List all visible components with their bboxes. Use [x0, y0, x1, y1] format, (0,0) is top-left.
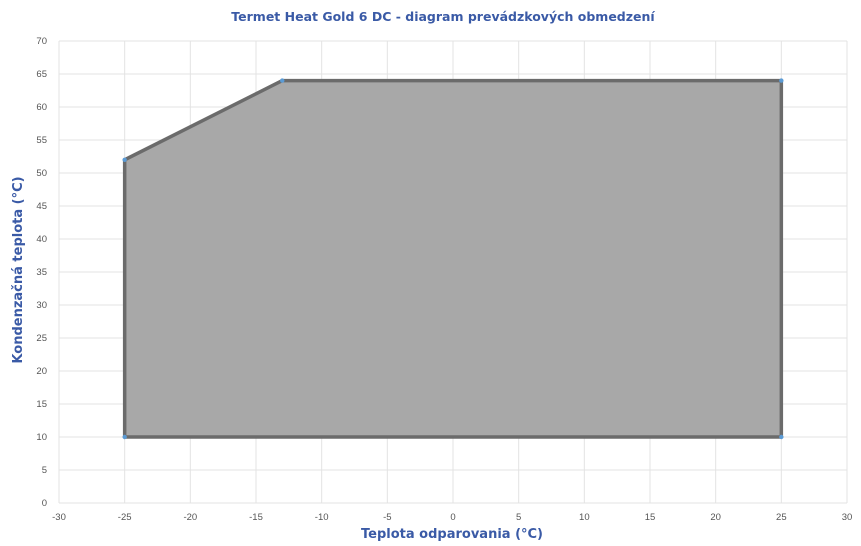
- data-point: [122, 157, 127, 162]
- x-tick-label: -20: [183, 512, 197, 523]
- y-axis-ticks: 0 5 10 15 20 25 30 35 40 45 50 55 60 65 70: [36, 36, 47, 509]
- y-axis-label: Kondenzačná teplota (°C): [11, 176, 26, 363]
- y-tick-label: 45: [36, 201, 47, 212]
- data-point: [779, 434, 784, 440]
- y-tick-label: 50: [36, 168, 47, 179]
- plot-area: [122, 78, 784, 440]
- x-tick-label: 30: [842, 512, 853, 523]
- x-tick-label: 10: [579, 512, 590, 523]
- x-axis-ticks: -30 -25 -20 -15 -10 -5 0 5 10 15 20 25 30: [52, 512, 852, 523]
- x-tick-label: -15: [249, 512, 263, 523]
- data-point: [122, 434, 127, 440]
- x-tick-label: -30: [52, 512, 66, 523]
- y-tick-label: 5: [42, 465, 47, 476]
- x-tick-label: -5: [383, 512, 391, 523]
- x-tick-label: 15: [645, 512, 656, 523]
- y-tick-label: 60: [36, 102, 47, 113]
- y-tick-label: 30: [36, 300, 47, 311]
- y-tick-label: 40: [36, 234, 47, 245]
- y-tick-label: 0: [42, 498, 47, 509]
- y-tick-label: 20: [36, 366, 47, 377]
- y-tick-label: 70: [36, 36, 47, 47]
- x-tick-label: 20: [710, 512, 721, 523]
- y-tick-label: 65: [36, 69, 47, 80]
- x-tick-label: 0: [450, 512, 455, 523]
- y-tick-label: 55: [36, 135, 47, 146]
- y-tick-label: 35: [36, 267, 47, 278]
- x-tick-label: 5: [516, 512, 521, 523]
- data-point: [779, 78, 784, 83]
- chart-title: Termet Heat Gold 6 DC - diagram prevádzk…: [231, 9, 655, 24]
- data-point: [280, 78, 285, 83]
- x-tick-label: -25: [118, 512, 132, 523]
- y-tick-label: 10: [36, 432, 47, 443]
- x-tick-label: -10: [315, 512, 329, 523]
- y-tick-label: 25: [36, 333, 47, 344]
- x-tick-label: 25: [776, 512, 787, 523]
- x-axis-label: Teplota odparovania (°C): [361, 527, 543, 542]
- operating-envelope-area: [122, 78, 784, 439]
- y-tick-label: 15: [36, 399, 47, 410]
